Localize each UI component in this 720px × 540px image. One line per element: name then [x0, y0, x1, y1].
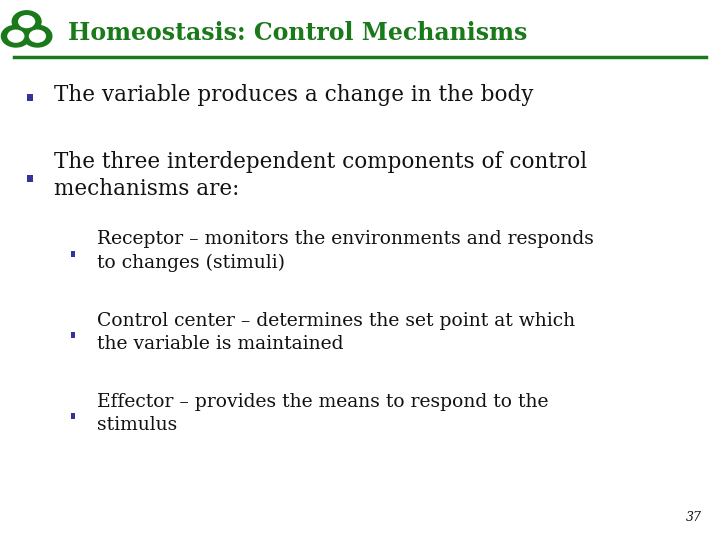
Bar [71, 332, 75, 338]
Text: Effector – provides the means to respond to the
stimulus: Effector – provides the means to respond… [97, 393, 549, 434]
Bar [71, 413, 75, 418]
Text: The variable produces a change in the body: The variable produces a change in the bo… [54, 84, 534, 105]
Bar [27, 94, 33, 102]
Text: The three interdependent components of control
mechanisms are:: The three interdependent components of c… [54, 151, 587, 200]
Circle shape [19, 16, 35, 28]
Circle shape [30, 30, 45, 42]
Bar [27, 175, 33, 182]
Bar [71, 251, 75, 256]
Text: Receptor – monitors the environments and responds
to changes (stimuli): Receptor – monitors the environments and… [97, 231, 594, 272]
Text: 37: 37 [686, 511, 702, 524]
Circle shape [12, 11, 41, 32]
Circle shape [8, 30, 24, 42]
Circle shape [23, 25, 52, 47]
Circle shape [1, 25, 30, 47]
Text: Homeostasis: Control Mechanisms: Homeostasis: Control Mechanisms [68, 22, 528, 45]
Text: Control center – determines the set point at which
the variable is maintained: Control center – determines the set poin… [97, 312, 575, 353]
